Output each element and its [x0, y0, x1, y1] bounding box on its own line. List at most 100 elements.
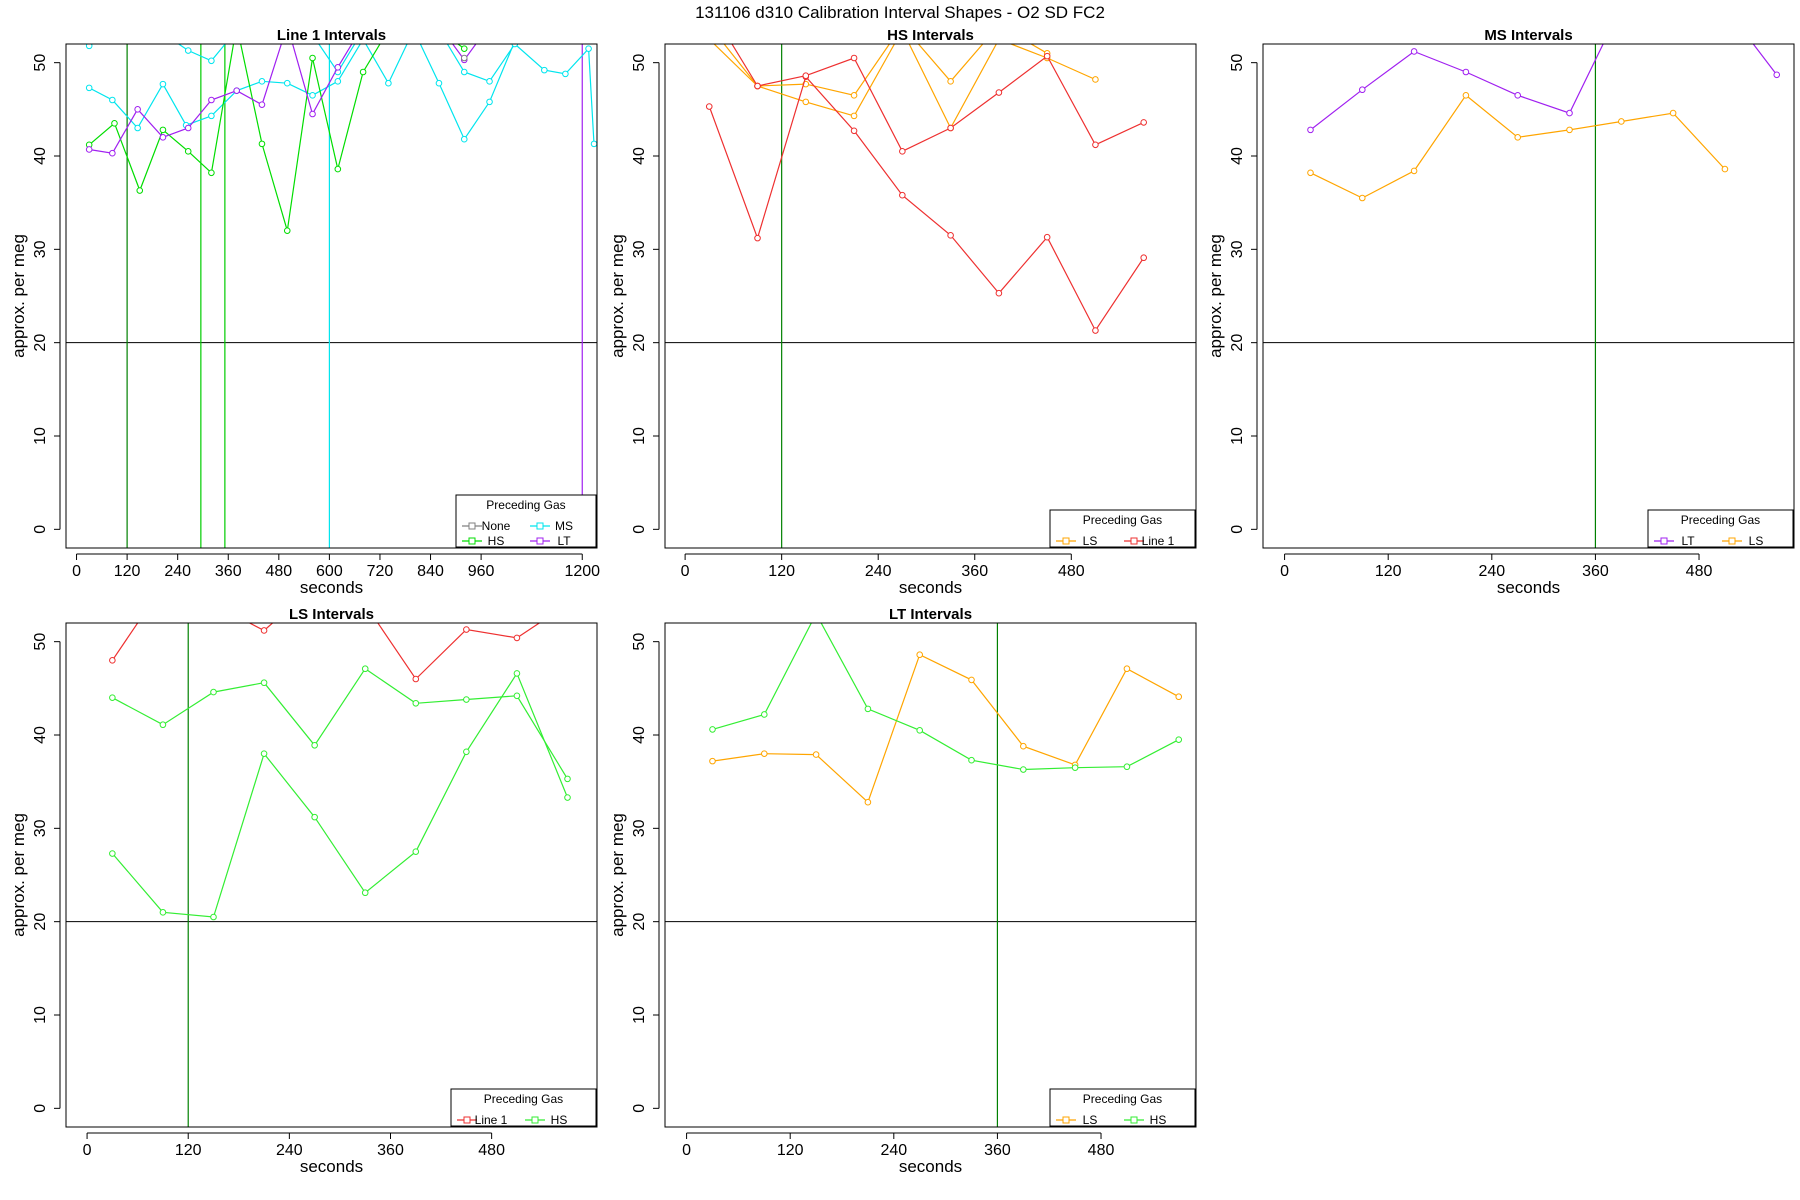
data-point: [1140, 254, 1148, 262]
data-point: [260, 627, 268, 634]
data-point: [1092, 76, 1099, 83]
x-tick-label: 120: [1375, 563, 1402, 580]
data-point: [850, 112, 858, 120]
legend-swatch-marker: [536, 537, 544, 545]
y-tick-label: 50: [32, 54, 49, 72]
data-point: [460, 45, 468, 52]
x-tick-label: 600: [316, 563, 343, 580]
plot-area: [66, 13, 597, 548]
series-line: [112, 667, 569, 780]
y-tick-label: 10: [32, 1006, 49, 1024]
data-point: [460, 68, 468, 76]
series-line: [708, 75, 1145, 332]
data-point: [947, 78, 954, 85]
panel-title: MS Intervals: [1484, 27, 1572, 44]
data-point: [850, 54, 858, 62]
data-point: [283, 79, 291, 87]
y-tick-label: 40: [1229, 147, 1246, 165]
data-point: [563, 23, 569, 29]
data-point: [159, 909, 167, 916]
data-point: [802, 72, 810, 80]
data-point: [1175, 736, 1183, 743]
legend-swatch-marker: [1728, 537, 1736, 545]
plot-frame: [664, 622, 1197, 1128]
data-point: [995, 289, 1003, 297]
y-tick-label: 10: [32, 427, 49, 445]
x-tick-label: 120: [777, 1142, 804, 1159]
data-point: [309, 92, 316, 99]
data-point: [968, 756, 975, 764]
series-line: [111, 623, 541, 680]
data-point: [1721, 165, 1729, 173]
data-point: [850, 127, 858, 135]
data-point: [435, 79, 443, 87]
data-point: [361, 665, 369, 673]
data-point: [1619, 4, 1625, 10]
data-point: [1307, 126, 1314, 134]
x-tick-label: 240: [880, 1142, 907, 1159]
chart-panels: Line 1 Intervals 0 120 240 360 480 600 720 840 96…: [9, 4, 1795, 1176]
legend-swatch-marker: [463, 1116, 471, 1124]
data-point: [1358, 194, 1366, 202]
data-point: [995, 89, 1003, 96]
data-point: [136, 187, 144, 194]
x-tick-label: 480: [478, 1142, 505, 1159]
data-point: [706, 37, 712, 43]
x-tick-label: 0: [83, 1142, 92, 1159]
legend: Preceding Gas LT LS: [1647, 509, 1794, 548]
plot-area: [66, 623, 597, 1127]
legend-box: [455, 494, 597, 548]
y-tick-label: 0: [631, 1104, 648, 1113]
chart-panel: Line 1 Intervals 0 120 240 360 480 600 720 840 96…: [9, 13, 600, 597]
x-axis-label: seconds: [300, 578, 363, 597]
legend-title: Preceding Gas: [1083, 513, 1162, 527]
data-point: [412, 675, 420, 683]
legend-title: Preceding Gas: [1681, 513, 1760, 527]
data-point: [386, 23, 392, 29]
series-line: [723, 44, 1048, 96]
y-axis-label: approx. per meg: [1206, 234, 1225, 358]
data-point: [111, 120, 118, 127]
x-tick-label: 120: [768, 563, 795, 580]
data-point: [968, 676, 975, 684]
y-axis-label: approx. per meg: [608, 234, 627, 358]
data-point: [1410, 48, 1418, 55]
legend-swatch-marker: [531, 1116, 539, 1124]
data-point: [436, 27, 442, 33]
x-tick-label: 360: [984, 1142, 1011, 1159]
data-point: [947, 232, 954, 239]
plot-area: [665, 623, 1196, 1127]
data-point: [411, 13, 417, 19]
y-tick-label: 30: [631, 240, 648, 258]
data-point: [705, 103, 713, 110]
data-point: [334, 64, 342, 71]
legend-label: MS: [555, 519, 573, 533]
data-point: [85, 146, 93, 153]
data-point: [1669, 109, 1677, 117]
data-point: [85, 84, 93, 92]
plot-area: [1263, 4, 1794, 548]
data-point: [1020, 766, 1027, 773]
y-tick-label: 10: [631, 427, 648, 445]
x-tick-label: 360: [377, 1142, 404, 1159]
data-point: [899, 191, 906, 199]
x-tick-label: 240: [276, 1142, 303, 1159]
y-tick-label: 20: [32, 334, 49, 352]
data-point: [1043, 52, 1051, 60]
legend-swatch-marker: [1660, 537, 1668, 545]
data-point: [564, 775, 571, 783]
data-point: [1307, 169, 1314, 177]
x-tick-label: 480: [1088, 1142, 1115, 1159]
data-point: [309, 54, 316, 62]
data-point: [208, 169, 215, 177]
data-point: [258, 78, 266, 85]
data-point: [463, 748, 470, 756]
y-tick-label: 30: [1229, 240, 1246, 258]
data-point: [359, 68, 367, 76]
y-tick-label: 20: [32, 913, 49, 931]
legend-box: [1647, 509, 1794, 548]
data-point: [802, 98, 810, 106]
y-tick-label: 50: [32, 633, 49, 651]
data-point: [1462, 68, 1470, 76]
data-point: [706, 23, 712, 29]
